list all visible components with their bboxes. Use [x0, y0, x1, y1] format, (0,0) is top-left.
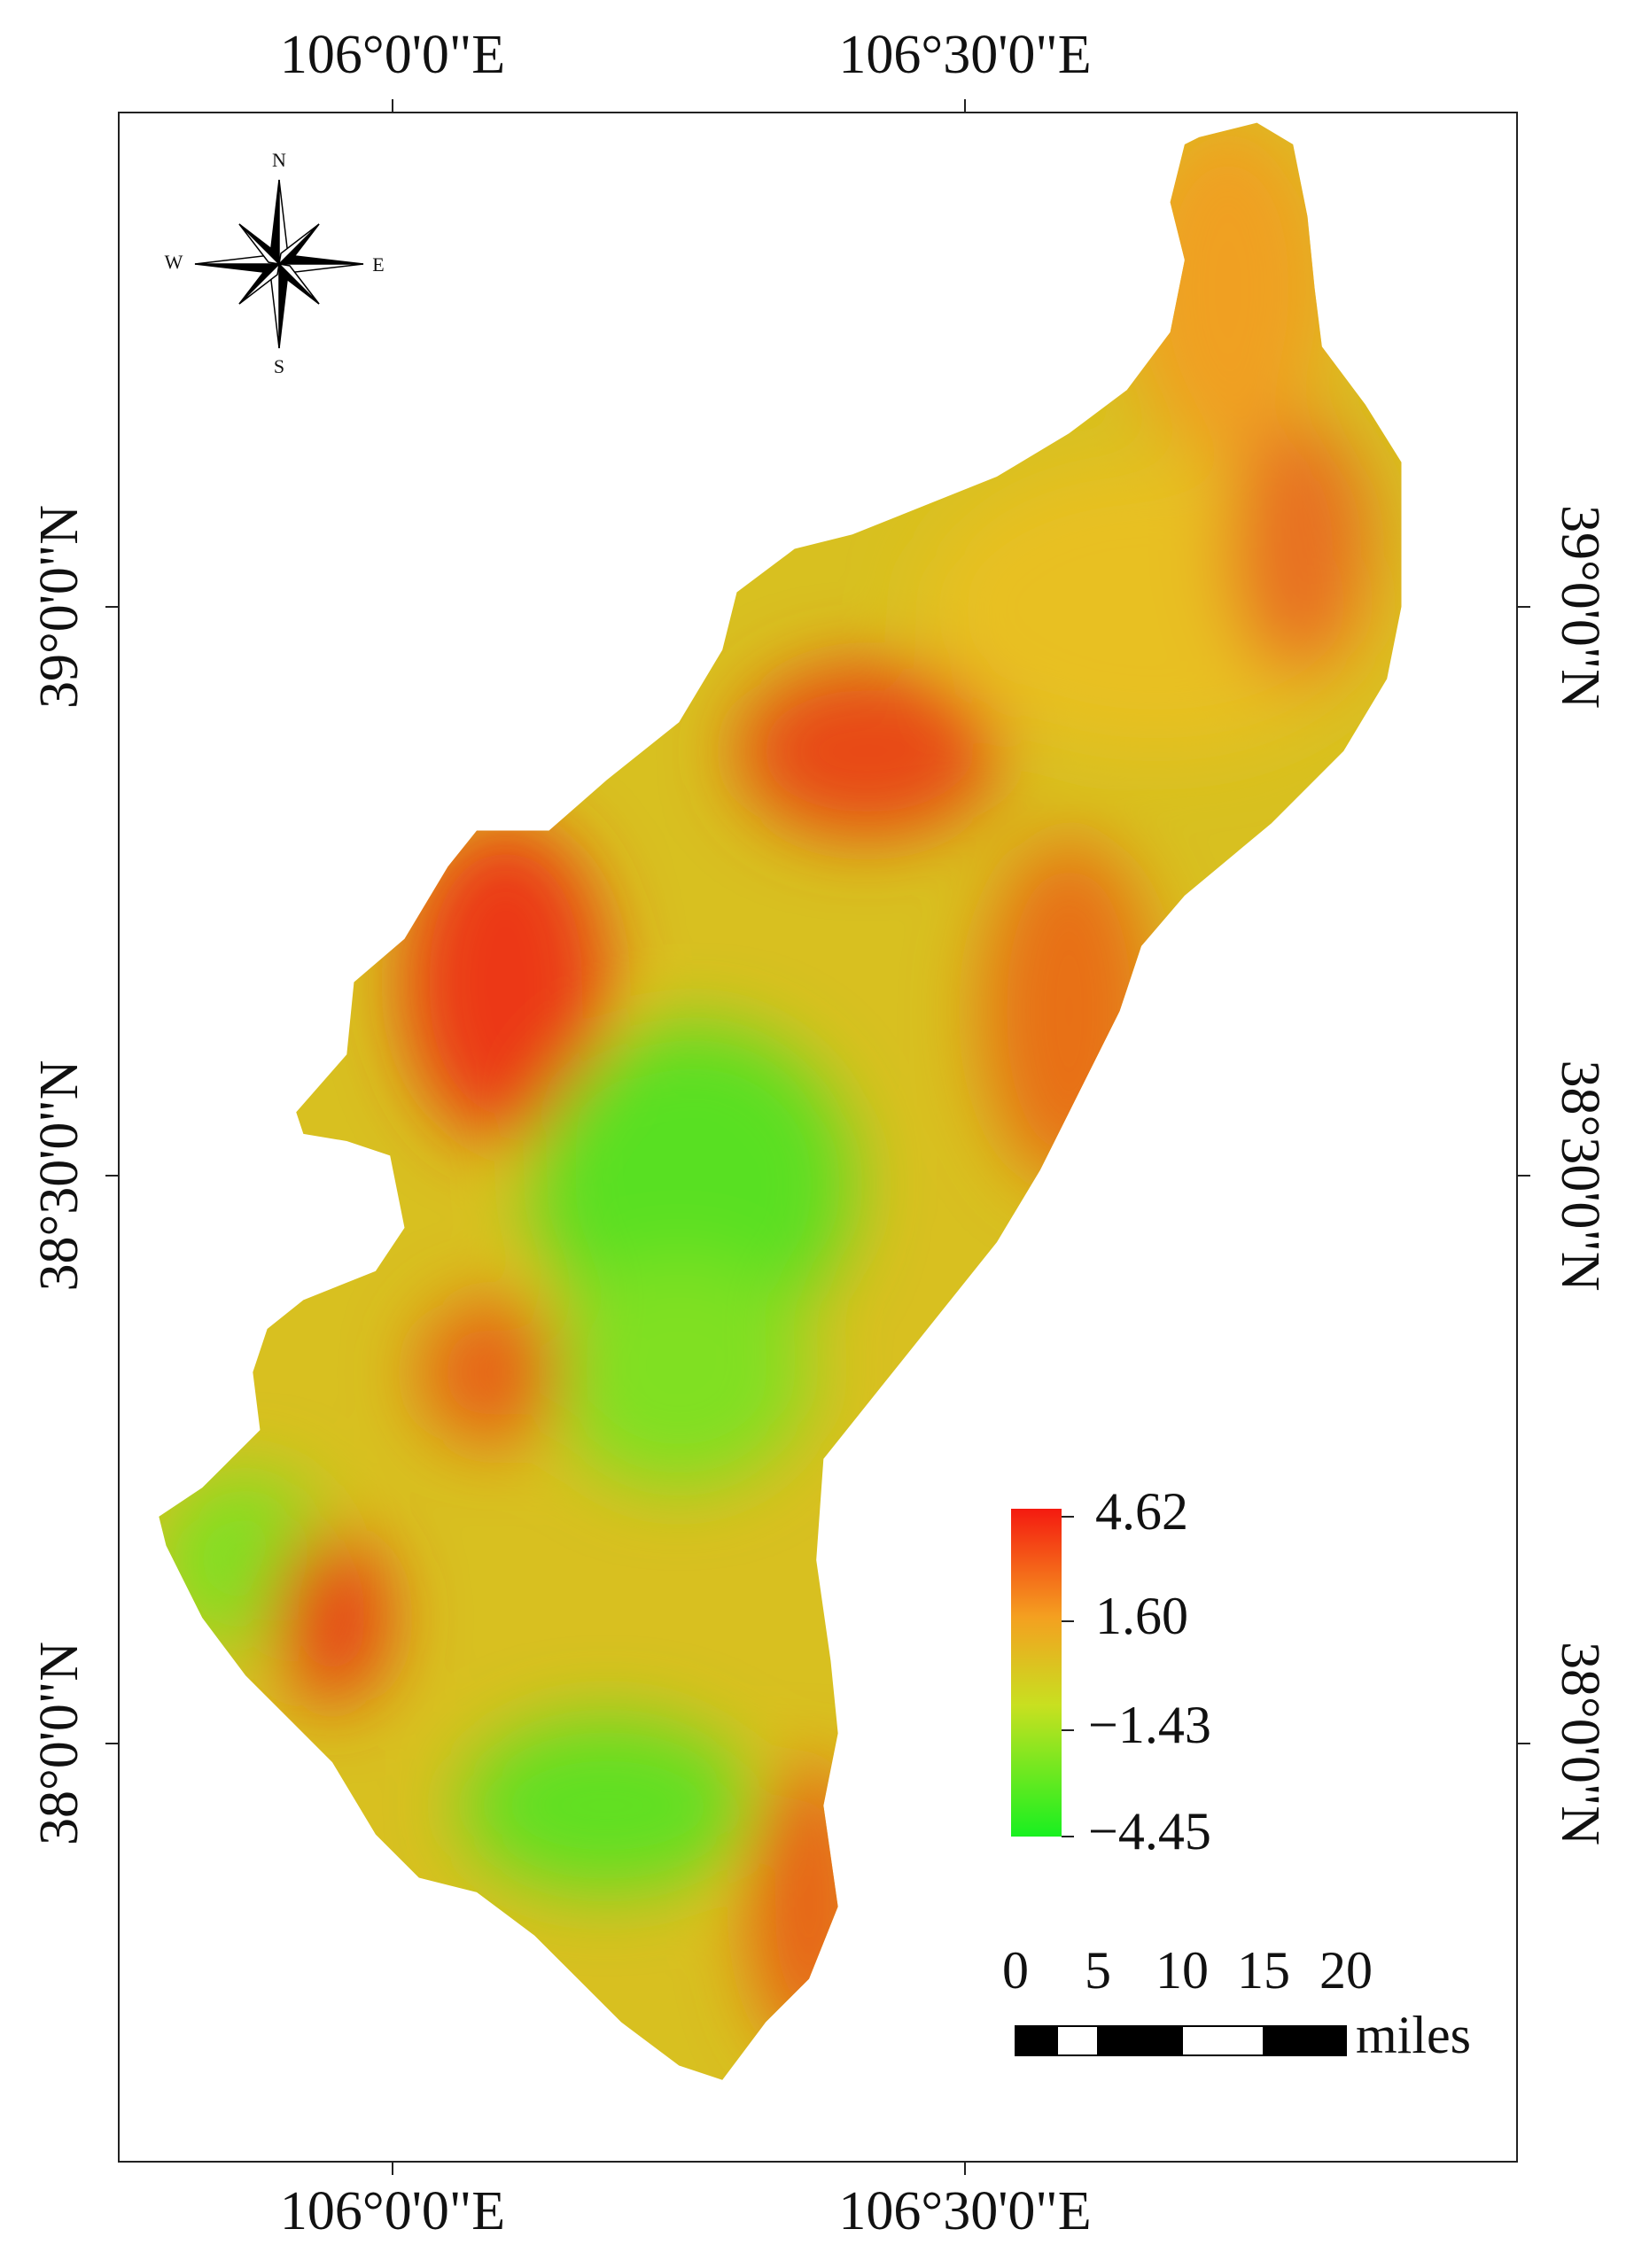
legend-label: 1.60	[1095, 1587, 1188, 1645]
latitude-label-left: 38°0'0"N	[29, 1642, 89, 1845]
map-frame	[118, 112, 1518, 2163]
legend-label: 4.62	[1095, 1482, 1188, 1541]
latitude-label-left: 38°30'0"N	[29, 1060, 89, 1291]
legend-label: −1.43	[1088, 1696, 1211, 1754]
scale-tick-label: 10	[1155, 1941, 1209, 2000]
scale-unit: miles	[1356, 2006, 1471, 2064]
longitude-label-bottom: 106°30'0"E	[838, 2181, 1091, 2241]
latitude-label-right: 39°0'0"N	[1550, 505, 1610, 709]
longitude-label-bottom: 106°0'0"E	[280, 2181, 505, 2241]
scale-tick-label: 5	[1085, 1941, 1111, 2000]
latitude-label-left: 39°0'0"N	[29, 505, 89, 709]
compass-east: E	[372, 253, 384, 276]
legend-colorbar	[1011, 1509, 1062, 1837]
raster-map	[159, 122, 1402, 2080]
scale-tick-label: 20	[1319, 1941, 1373, 2000]
compass-north: N	[272, 149, 286, 171]
latitude-label-right: 38°30'0"N	[1550, 1060, 1610, 1291]
longitude-tick-marks	[105, 99, 1530, 2175]
legend-ticks	[1062, 1516, 1074, 1837]
scale-tick-label: 0	[1002, 1941, 1029, 2000]
legend-label: −4.45	[1088, 1802, 1211, 1860]
compass-west: W	[165, 251, 183, 273]
scale-tick-label: 15	[1237, 1941, 1290, 2000]
latitude-label-right: 38°0'0"N	[1550, 1642, 1610, 1845]
longitude-label-top: 106°0'0"E	[280, 25, 505, 85]
compass-south: S	[274, 355, 284, 377]
longitude-label-top: 106°30'0"E	[838, 25, 1091, 85]
compass-rose	[194, 179, 364, 349]
scale-bar	[1015, 2025, 1347, 2056]
